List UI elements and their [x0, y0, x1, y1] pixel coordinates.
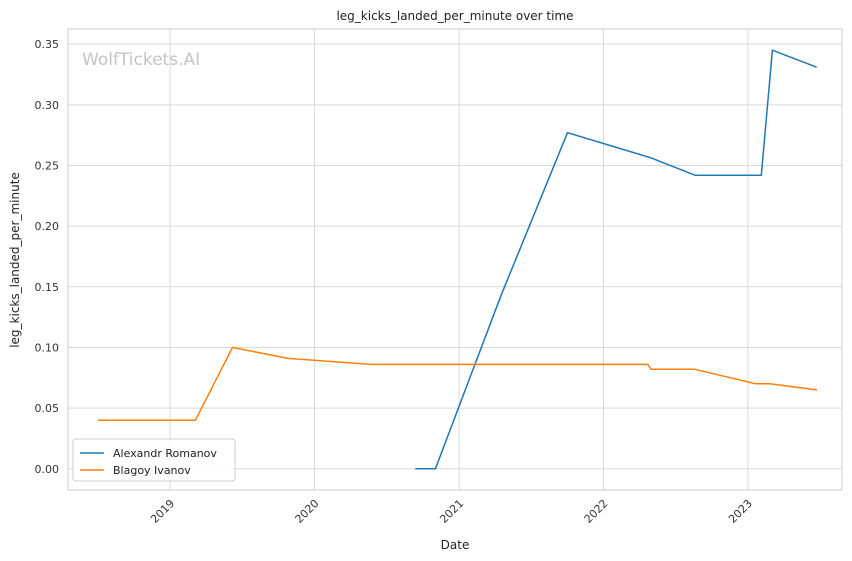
y-tick-label: 0.15: [35, 281, 60, 294]
x-tick-label: 2020: [293, 497, 322, 526]
x-axis-ticks: 2019 2020 2021 2022 2023: [148, 497, 755, 526]
series-lines: [98, 50, 817, 469]
legend: Alexandr Romanov Blagoy Ivanov: [73, 439, 235, 481]
y-axis-ticks: 0.00 0.05 0.10 0.15 0.20 0.25 0.30 0.35: [35, 38, 60, 476]
y-tick-label: 0.30: [35, 99, 60, 112]
series-line-0: [415, 50, 816, 469]
chart-title: leg_kicks_landed_per_minute over time: [336, 9, 573, 23]
legend-label: Blagoy Ivanov: [113, 464, 191, 477]
legend-label: Alexandr Romanov: [113, 447, 217, 460]
y-tick-label: 0.00: [35, 463, 60, 476]
x-tick-label: 2021: [437, 497, 466, 526]
x-tick-label: 2019: [148, 497, 177, 526]
x-tick-label: 2022: [582, 497, 611, 526]
x-axis-title: Date: [441, 538, 470, 552]
y-tick-label: 0.20: [35, 220, 60, 233]
y-axis-title: leg_kicks_landed_per_minute: [8, 172, 22, 348]
y-tick-label: 0.35: [35, 38, 60, 51]
y-tick-label: 0.10: [35, 341, 60, 354]
x-tick-label: 2023: [726, 497, 755, 526]
watermark: WolfTickets.AI: [82, 50, 200, 70]
y-tick-label: 0.25: [35, 159, 60, 172]
y-tick-label: 0.05: [35, 402, 60, 415]
